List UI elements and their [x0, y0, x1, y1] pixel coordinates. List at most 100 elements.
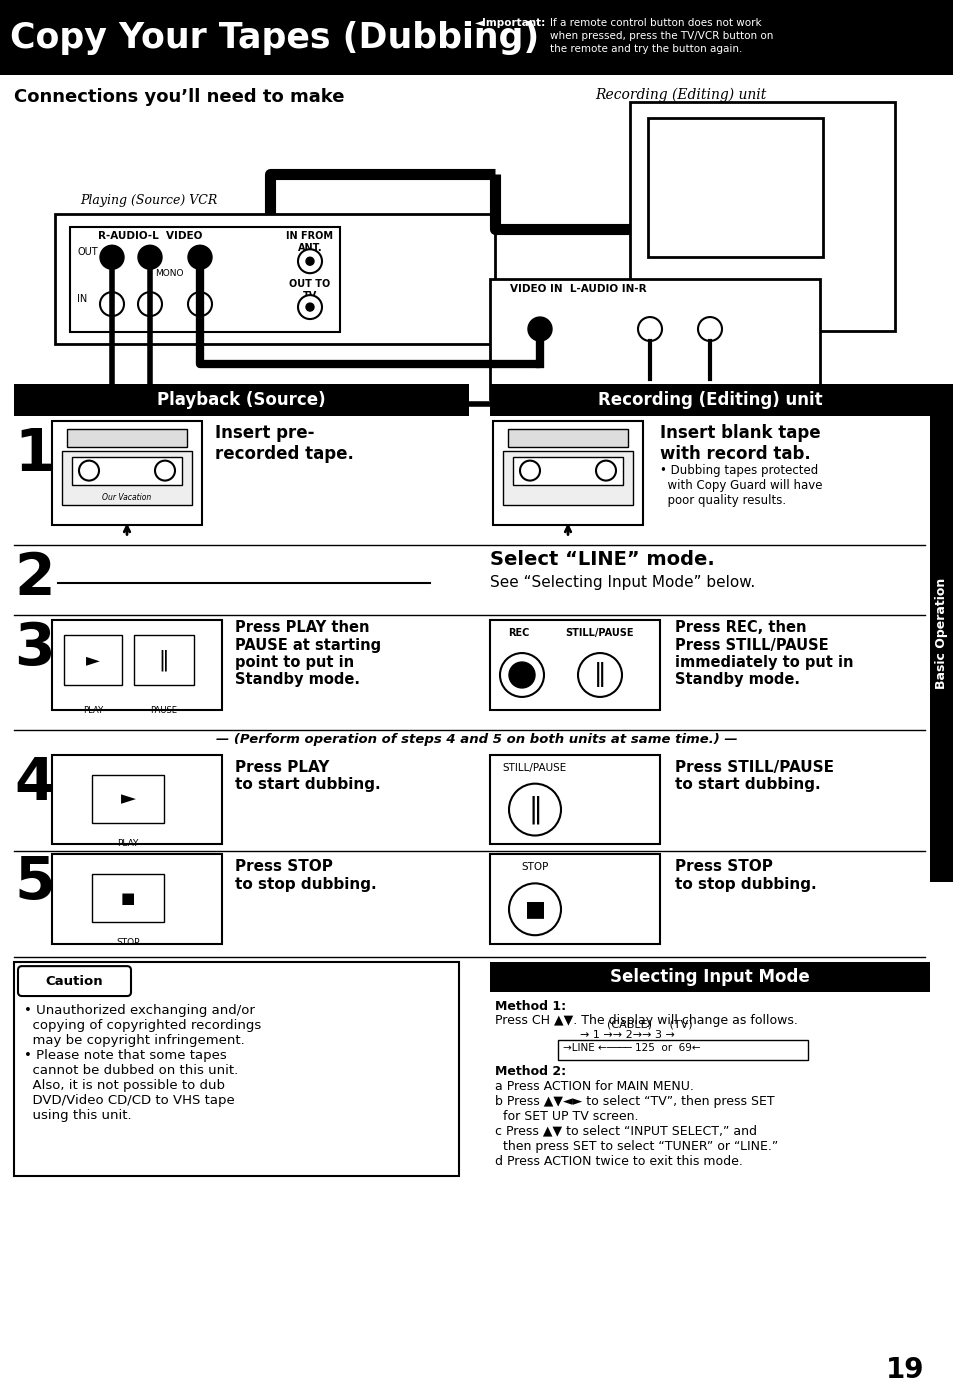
Text: OUT TO: OUT TO — [289, 280, 331, 289]
Bar — [490, 280, 820, 399]
Text: Insert blank tape
with record tab.: Insert blank tape with record tab. — [659, 424, 820, 463]
Circle shape — [100, 245, 124, 270]
Text: VIDEO IN  L-AUDIO IN-R: VIDEO IN L-AUDIO IN-R — [510, 284, 646, 294]
Bar — [490, 854, 659, 944]
Text: Basic Operation: Basic Operation — [935, 577, 947, 689]
Text: when pressed, press the TV/VCR button on: when pressed, press the TV/VCR button on — [550, 31, 773, 40]
Circle shape — [519, 460, 539, 480]
Bar — [647, 118, 822, 257]
Text: PAUSE: PAUSE — [151, 705, 177, 715]
Text: 1: 1 — [14, 426, 54, 483]
Bar — [490, 963, 929, 992]
Bar — [70, 227, 339, 332]
Text: the remote and try the button again.: the remote and try the button again. — [550, 45, 741, 54]
Bar — [52, 620, 222, 709]
Circle shape — [578, 652, 621, 697]
Bar — [0, 0, 953, 75]
Text: TV: TV — [302, 291, 316, 300]
Text: Caution: Caution — [45, 975, 103, 988]
Bar — [490, 755, 659, 844]
Circle shape — [306, 257, 314, 266]
Text: Press CH ▲▼. The display will change as follows.: Press CH ▲▼. The display will change as … — [495, 1014, 797, 1027]
Text: →LINE ←──── 125  or  69←: →LINE ←──── 125 or 69← — [562, 1043, 700, 1053]
Text: 4: 4 — [14, 755, 54, 812]
Bar — [64, 636, 122, 684]
Bar — [513, 456, 622, 484]
Text: IN FROM: IN FROM — [286, 231, 334, 241]
Text: Press PLAY
to start dubbing.: Press PLAY to start dubbing. — [234, 759, 380, 791]
Bar — [493, 420, 642, 526]
Text: If a remote control button does not work: If a remote control button does not work — [550, 18, 760, 28]
Bar — [507, 428, 627, 447]
Bar — [490, 620, 659, 709]
Text: R-AUDIO-L  VIDEO: R-AUDIO-L VIDEO — [98, 231, 202, 241]
Text: Recording (Editing) unit: Recording (Editing) unit — [595, 88, 765, 102]
Circle shape — [306, 303, 314, 312]
Bar — [133, 636, 193, 684]
Text: 5: 5 — [14, 854, 54, 911]
Circle shape — [154, 460, 174, 480]
Bar — [71, 456, 182, 484]
Circle shape — [638, 317, 661, 341]
Bar — [52, 420, 202, 526]
Circle shape — [509, 783, 560, 836]
Circle shape — [499, 652, 543, 697]
Circle shape — [698, 317, 721, 341]
Bar — [558, 1040, 807, 1060]
Circle shape — [297, 249, 322, 273]
Text: MONO: MONO — [154, 270, 183, 278]
Bar — [14, 384, 469, 416]
Text: Method 2:: Method 2: — [495, 1066, 565, 1078]
Bar — [52, 755, 222, 844]
Bar — [55, 214, 495, 344]
FancyBboxPatch shape — [18, 967, 131, 996]
Text: PLAY: PLAY — [83, 705, 103, 715]
Circle shape — [100, 292, 124, 316]
Text: ‖: ‖ — [158, 650, 169, 670]
Text: IN: IN — [77, 294, 87, 305]
Bar — [629, 102, 894, 331]
Bar — [67, 428, 187, 447]
Circle shape — [527, 317, 552, 341]
Text: Playback (Source): Playback (Source) — [156, 391, 325, 409]
Circle shape — [188, 245, 212, 270]
Text: ■: ■ — [524, 900, 545, 919]
Bar — [490, 384, 929, 416]
Circle shape — [79, 460, 99, 480]
Text: Press STOP
to stop dubbing.: Press STOP to stop dubbing. — [675, 860, 816, 892]
Bar — [52, 854, 222, 944]
Text: (CABLE)     (TV): (CABLE) (TV) — [606, 1020, 692, 1029]
Text: ANT.: ANT. — [297, 243, 322, 253]
Text: ‖: ‖ — [593, 662, 605, 687]
Text: Select “LINE” mode.: Select “LINE” mode. — [490, 551, 714, 569]
Text: See “Selecting Input Mode” below.: See “Selecting Input Mode” below. — [490, 576, 755, 590]
Text: Press STOP
to stop dubbing.: Press STOP to stop dubbing. — [234, 860, 376, 892]
Text: 3: 3 — [14, 620, 54, 677]
Text: Method 1:: Method 1: — [495, 1000, 565, 1013]
Text: Copy Your Tapes (Dubbing): Copy Your Tapes (Dubbing) — [10, 21, 538, 54]
Text: STOP: STOP — [116, 938, 139, 947]
Bar — [502, 451, 633, 505]
Text: Selecting Input Mode: Selecting Input Mode — [610, 968, 809, 986]
Text: ►: ► — [86, 651, 100, 669]
Text: REC: REC — [507, 629, 529, 638]
Text: 2: 2 — [14, 551, 54, 608]
Text: PLAY: PLAY — [117, 839, 138, 847]
Bar — [62, 451, 192, 505]
Text: — (Perform operation of steps 4 and 5 on both units at same time.) —: — (Perform operation of steps 4 and 5 on… — [216, 733, 737, 746]
Text: Press REC, then
Press STILL/PAUSE
immediately to put in
Standby mode.: Press REC, then Press STILL/PAUSE immedi… — [675, 620, 853, 687]
Text: 19: 19 — [884, 1356, 923, 1384]
Text: Recording (Editing) unit: Recording (Editing) unit — [598, 391, 821, 409]
Circle shape — [509, 883, 560, 935]
Text: OUT: OUT — [77, 248, 97, 257]
Circle shape — [188, 292, 212, 316]
Text: Playing (Source) VCR: Playing (Source) VCR — [80, 195, 217, 207]
Text: Insert pre-
recorded tape.: Insert pre- recorded tape. — [214, 424, 354, 463]
Text: • Dubbing tapes protected
  with Copy Guard will have
  poor quality results.: • Dubbing tapes protected with Copy Guar… — [659, 463, 821, 506]
Text: Press PLAY then
PAUSE at starting
point to put in
Standby mode.: Press PLAY then PAUSE at starting point … — [234, 620, 381, 687]
Circle shape — [297, 295, 322, 319]
Text: ‖: ‖ — [528, 796, 541, 823]
Circle shape — [138, 245, 162, 270]
Text: a Press ACTION for MAIN MENU.
b Press ▲▼◄► to select “TV”, then press SET
  for : a Press ACTION for MAIN MENU. b Press ▲▼… — [495, 1079, 778, 1168]
Text: Connections you’ll need to make: Connections you’ll need to make — [14, 88, 344, 106]
